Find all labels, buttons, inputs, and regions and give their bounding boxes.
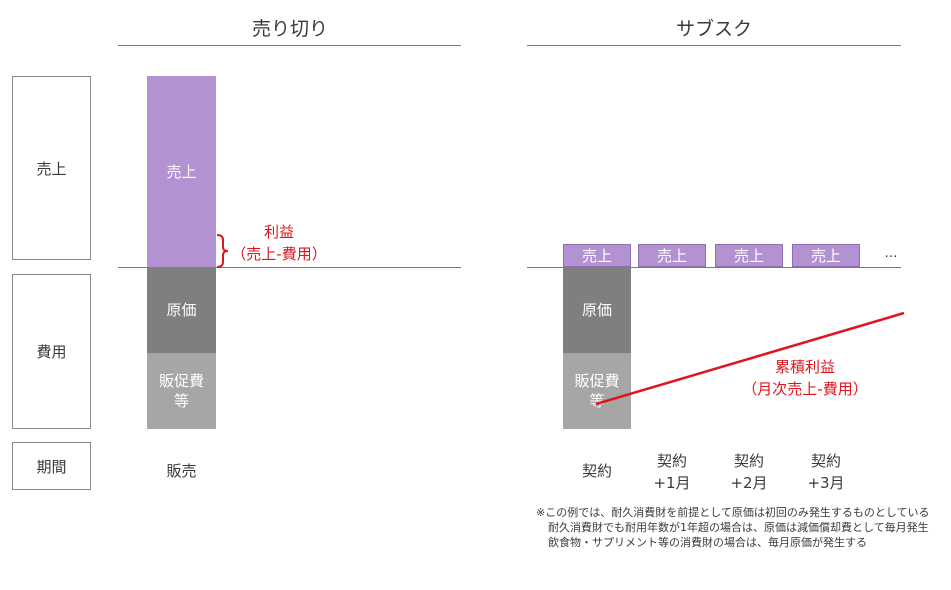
footnote-2: 耐久消費財でも耐用年数が1年超の場合は、原価は減価償却費として毎月発生 (548, 521, 929, 534)
period-contract: 契約 (563, 460, 631, 482)
period-plus2-line2: +2月 (730, 474, 768, 492)
cumulative-profit-line1: 累積利益 (774, 358, 835, 376)
monthly-sales-block-2: 売上 (638, 244, 706, 267)
left-title-underline (118, 45, 461, 46)
left-cost-block: 原価 (147, 267, 216, 353)
right-cost-label: 原価 (581, 301, 612, 319)
monthly-sales-block-4: 売上 (792, 244, 860, 267)
left-period-label: 販売 (166, 462, 197, 480)
right-sga-block: 販促費 等 (563, 353, 631, 429)
footnote-3: 飲食物・サプリメント等の消費財の場合は、毎月原価が発生する (548, 536, 867, 549)
monthly-sales-label-2: 売上 (656, 246, 687, 265)
right-title: サブスク (675, 18, 752, 40)
left-sales-block: 売上 (147, 76, 216, 267)
left-baseline (118, 267, 461, 268)
period-plus3-line1: 契約 (810, 452, 841, 470)
left-sga-label-1: 販促費 (158, 372, 204, 390)
left-sga-block: 販促費 等 (147, 353, 216, 429)
left-cost-label: 原価 (166, 301, 197, 319)
ellipsis: … (884, 246, 898, 261)
left-sales-label: 売上 (166, 162, 197, 181)
left-title: 売り切り (251, 18, 328, 40)
monthly-sales-label-4: 売上 (810, 246, 841, 265)
profit-label-line2: （売上-費用） (231, 245, 327, 263)
left-sga-label-2: 等 (173, 392, 189, 410)
right-cost-block: 原価 (563, 267, 631, 353)
right-baseline (527, 267, 901, 268)
cumulative-profit-line2: （月次売上-費用） (742, 380, 868, 398)
period-contract-plus1: 契約 +1月 (638, 450, 706, 494)
row-label-sales: 売上 (12, 76, 91, 260)
right-title-underline (527, 45, 901, 46)
monthly-sales-block-3: 売上 (715, 244, 783, 267)
profit-label: 利益 （売上-費用） (224, 221, 334, 265)
right-sga-label-2: 等 (589, 392, 605, 410)
period-plus1-line1: 契約 (656, 452, 687, 470)
profit-label-line1: 利益 (263, 223, 294, 241)
monthly-sales-block-1: 売上 (563, 244, 631, 267)
right-sga-label-1: 販促費 (574, 372, 620, 390)
period-plus3-line2: +3月 (807, 474, 845, 492)
period-contract-plus3: 契約 +3月 (792, 450, 860, 494)
row-label-period: 期間 (12, 442, 91, 490)
profit-brace (216, 234, 229, 268)
period-contract-plus2: 契約 +2月 (715, 450, 783, 494)
period-plus2-line1: 契約 (733, 452, 764, 470)
monthly-sales-label-1: 売上 (581, 246, 612, 265)
monthly-sales-label-3: 売上 (733, 246, 764, 265)
period-plus1-line2: +1月 (653, 474, 691, 492)
row-label-costs: 費用 (12, 274, 91, 429)
footnote-1: ※この例では、耐久消費財を前提として原価は初回のみ発生するものとしている (536, 506, 930, 519)
cumulative-profit-label: 累積利益 （月次売上-費用） (730, 356, 880, 400)
period-contract-line1: 契約 (581, 462, 612, 480)
